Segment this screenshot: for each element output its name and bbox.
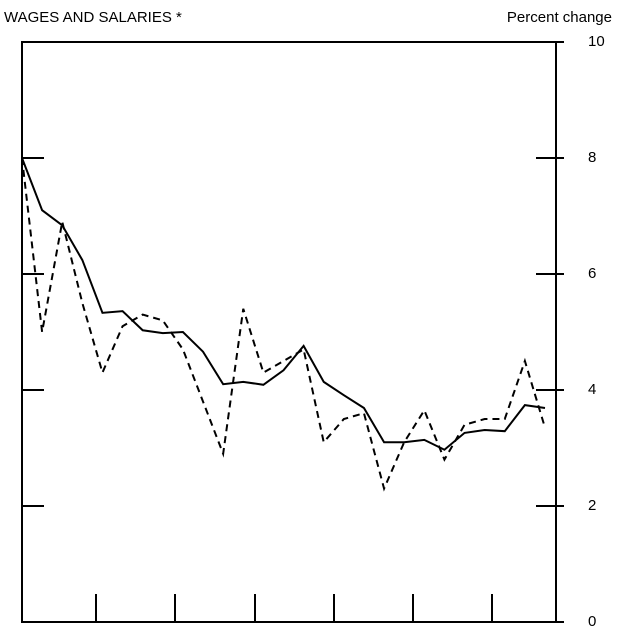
chart-title: WAGES AND SALARIES *	[4, 9, 182, 26]
y-tick-label: 4	[588, 381, 596, 398]
line-series	[21, 157, 546, 451]
y-tick-label: 8	[588, 149, 596, 166]
plot-frame	[21, 41, 557, 623]
y-tick-label: 2	[588, 497, 596, 514]
x-ticks	[95, 594, 493, 622]
line-series	[21, 157, 546, 492]
y-axis-label: Percent change	[507, 9, 612, 26]
y-tick-label: 6	[588, 265, 596, 282]
y-tick-label: 10	[588, 33, 605, 50]
y-tick-label: 0	[588, 613, 596, 630]
